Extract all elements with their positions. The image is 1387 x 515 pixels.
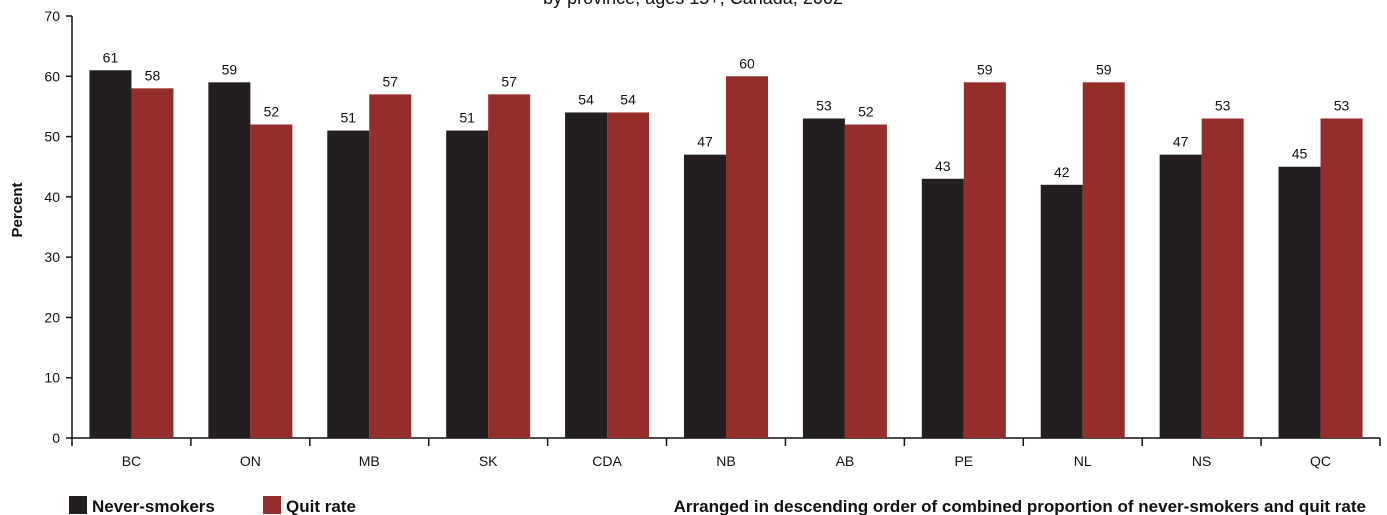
legend-label-never-smokers: Never-smokers — [92, 497, 215, 515]
data-label: 45 — [1292, 146, 1308, 162]
y-tick-label: 10 — [44, 370, 60, 386]
data-label: 51 — [459, 110, 475, 126]
data-label: 51 — [340, 110, 356, 126]
bar-never-smokers-mb — [327, 130, 370, 439]
data-label: 59 — [1096, 61, 1112, 77]
bar-quit-rate-bc — [131, 88, 174, 438]
data-label: 59 — [222, 61, 238, 77]
bar-never-smokers-qc — [1278, 166, 1321, 438]
data-label: 47 — [697, 134, 713, 150]
category-label: NL — [1074, 453, 1092, 469]
bar-quit-rate-on — [250, 124, 293, 438]
y-tick-label: 30 — [44, 249, 60, 265]
category-label: BC — [122, 453, 141, 469]
data-label: 52 — [858, 104, 874, 120]
y-tick-label: 70 — [44, 8, 60, 24]
data-label: 43 — [935, 158, 951, 174]
data-label: 60 — [739, 55, 755, 71]
bar-never-smokers-pe — [921, 178, 964, 438]
y-tick-label: 20 — [44, 309, 60, 325]
data-label: 57 — [501, 73, 517, 89]
data-label: 58 — [145, 67, 161, 83]
bar-quit-rate-ns — [1201, 118, 1244, 438]
y-tick-label: 60 — [44, 68, 60, 84]
category-label: MB — [359, 453, 380, 469]
bar-quit-rate-sk — [488, 94, 531, 438]
data-label: 61 — [103, 49, 119, 65]
bar-never-smokers-nl — [1040, 184, 1083, 438]
category-label: NB — [716, 453, 735, 469]
category-label: ON — [240, 453, 261, 469]
data-label: 42 — [1054, 164, 1070, 180]
bar-never-smokers-nb — [684, 154, 726, 438]
bar-quit-rate-mb — [369, 94, 412, 438]
bar-never-smokers-sk — [446, 130, 489, 439]
legend-swatch-quit-rate — [263, 496, 281, 514]
data-label: 47 — [1173, 134, 1189, 150]
data-label: 59 — [977, 61, 993, 77]
bar-never-smokers-on — [208, 82, 251, 439]
bars-layer — [89, 70, 1363, 439]
chart-subtitle: by province, ages 15+, Canada, 2002 — [543, 0, 843, 8]
legend-swatch-never-smokers — [69, 496, 87, 514]
data-label: 53 — [1215, 97, 1231, 113]
category-label: SK — [479, 453, 498, 469]
data-label: 54 — [578, 91, 594, 107]
y-axis-label: Percent — [9, 182, 26, 237]
y-tick-label: 50 — [44, 129, 60, 145]
chart-note: Arranged in descending order of combined… — [674, 497, 1366, 515]
data-label: 53 — [816, 97, 832, 113]
category-label: PE — [954, 453, 973, 469]
bar-quit-rate-nl — [1082, 82, 1125, 439]
bar-quit-rate-qc — [1320, 118, 1363, 438]
bar-quit-rate-pe — [963, 82, 1006, 439]
bar-never-smokers-cda — [565, 112, 608, 438]
bar-never-smokers-bc — [89, 70, 132, 438]
y-tick-label: 0 — [52, 430, 60, 446]
legend-label-quit-rate: Quit rate — [286, 497, 356, 515]
bar-never-smokers-ab — [802, 118, 845, 438]
labels-layer: 61 58 BC 59 52 ON 51 57 MB 51 57 SK 54 54 CDA 47 60 NB 53 5… — [103, 49, 1350, 469]
data-label: 53 — [1334, 97, 1350, 113]
legend: Never-smokers Quit rate — [69, 496, 356, 515]
data-label: 54 — [620, 91, 636, 107]
category-label: NS — [1192, 453, 1211, 469]
bar-quit-rate-cda — [607, 112, 650, 438]
category-label: QC — [1310, 453, 1331, 469]
category-label: AB — [836, 453, 855, 469]
data-label: 52 — [264, 104, 280, 120]
bar-never-smokers-ns — [1159, 154, 1202, 438]
category-label: CDA — [592, 453, 622, 469]
bar-quit-rate-nb — [726, 76, 768, 439]
data-label: 57 — [382, 73, 398, 89]
bar-quit-rate-ab — [844, 124, 887, 438]
y-tick-label: 40 — [44, 189, 60, 205]
